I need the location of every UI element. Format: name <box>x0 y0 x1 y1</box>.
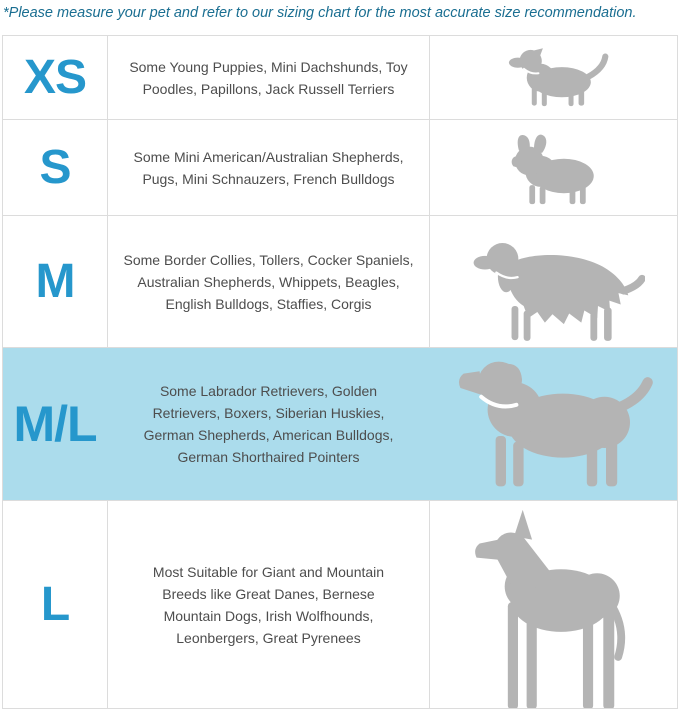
size-row-m: M Some Border Collies, Tollers, Cocker S… <box>3 216 677 348</box>
dog-icon-cell-l <box>429 501 677 708</box>
sizing-disclaimer-note: *Please measure your pet and refer to ou… <box>3 5 637 21</box>
size-label-ml: M/L <box>13 396 97 452</box>
french-bulldog-dog-icon <box>511 134 594 205</box>
description-cell-l: Most Suitable for Giant and Mountain Bre… <box>107 501 429 708</box>
size-label-cell-s: S <box>3 120 107 215</box>
dog-icon-cell-s <box>429 120 677 215</box>
size-row-l: L Most Suitable for Giant and Mountain B… <box>3 501 677 709</box>
dog-icon-cell-xs <box>429 36 677 119</box>
cocker-spaniel-dog-icon <box>473 243 645 341</box>
size-label-m: M <box>35 254 76 308</box>
size-label-cell-ml: M/L <box>3 348 107 500</box>
description-cell-s: Some Mini American/Australian Shepherds,… <box>107 120 429 215</box>
size-row-xs: XS Some Young Puppies, Mini Dachshunds, … <box>3 36 677 120</box>
size-label-xs: XS <box>23 50 87 104</box>
description-cell-xs: Some Young Puppies, Mini Dachshunds, Toy… <box>107 36 429 119</box>
size-label-cell-l: L <box>3 501 107 708</box>
breed-description-l: Most Suitable for Giant and Mountain Bre… <box>152 563 385 646</box>
size-label-cell-m: M <box>3 216 107 347</box>
size-label-l: L <box>40 577 70 631</box>
size-label-cell-xs: XS <box>3 36 107 119</box>
labrador-retriever-dog-icon <box>458 361 653 487</box>
dog-icon-cell-ml <box>429 348 677 500</box>
size-chart-table: XS Some Young Puppies, Mini Dachshunds, … <box>2 35 678 709</box>
breed-description-xs: Some Young Puppies, Mini Dachshunds, Toy… <box>129 58 408 97</box>
size-label-s: S <box>39 140 71 194</box>
size-row-s: S Some Mini American/Australian Shepherd… <box>3 120 677 216</box>
size-row-ml: M/L Some Labrador Retrievers, Golden Ret… <box>3 348 677 501</box>
great-dane-dog-icon <box>474 509 625 708</box>
breed-description-ml: Some Labrador Retrievers, Golden Retriev… <box>143 383 394 465</box>
dog-icon-cell-m <box>429 216 677 347</box>
description-cell-ml: Some Labrador Retrievers, Golden Retriev… <box>107 348 429 500</box>
small-terrier-dog-icon <box>508 48 609 107</box>
breed-description-m: Some Border Collies, Tollers, Cocker Spa… <box>123 251 414 312</box>
breed-description-s: Some Mini American/Australian Shepherds,… <box>133 148 404 187</box>
description-cell-m: Some Border Collies, Tollers, Cocker Spa… <box>107 216 429 347</box>
